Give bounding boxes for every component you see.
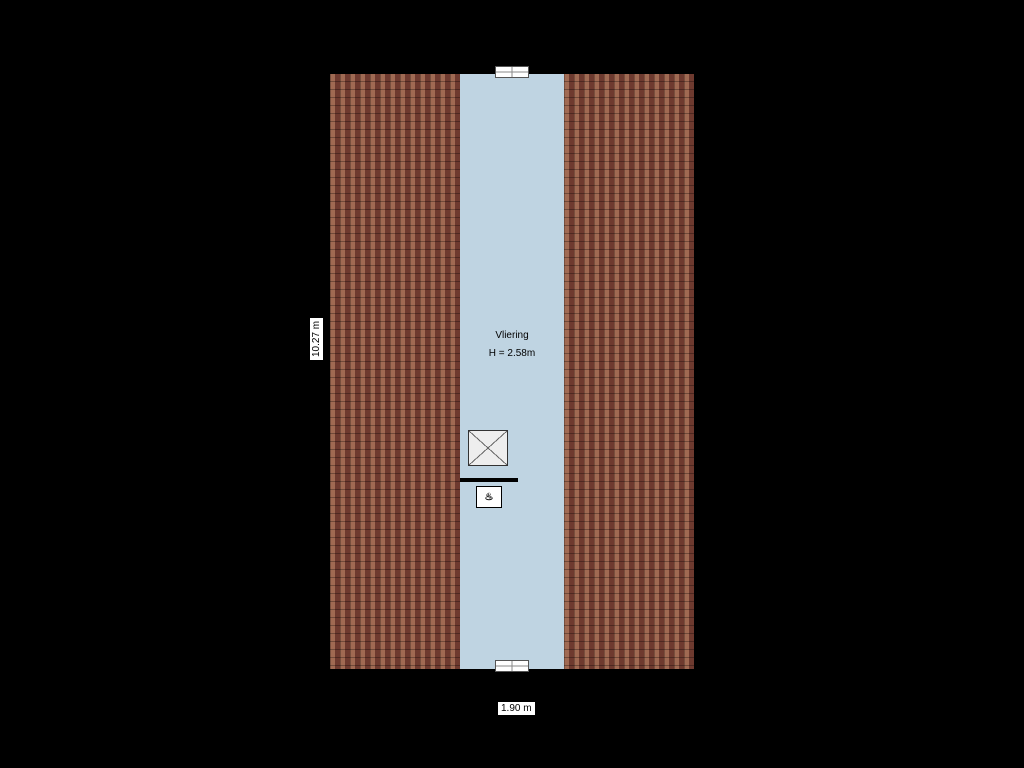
window-bottom — [495, 660, 529, 672]
heater-glyph: ♨ — [485, 492, 494, 503]
roof-left — [330, 74, 460, 669]
dimension-length-label: 10.27 m — [310, 318, 323, 360]
roof-right — [564, 74, 694, 669]
room-name-label: Vliering — [460, 330, 564, 341]
room-height-label: H = 2.58m — [460, 348, 564, 359]
room-vliering: Vliering H = 2.58m — [460, 74, 564, 669]
dimension-width-label: 1.90 m — [498, 702, 535, 715]
partition-wall — [460, 478, 518, 482]
window-top — [495, 66, 529, 78]
heater-icon: ♨ — [476, 486, 502, 508]
floor-plan-stage: Vliering H = 2.58m ♨ 10.27 m 1.90 m — [0, 0, 1024, 768]
skylight-icon — [468, 430, 508, 466]
